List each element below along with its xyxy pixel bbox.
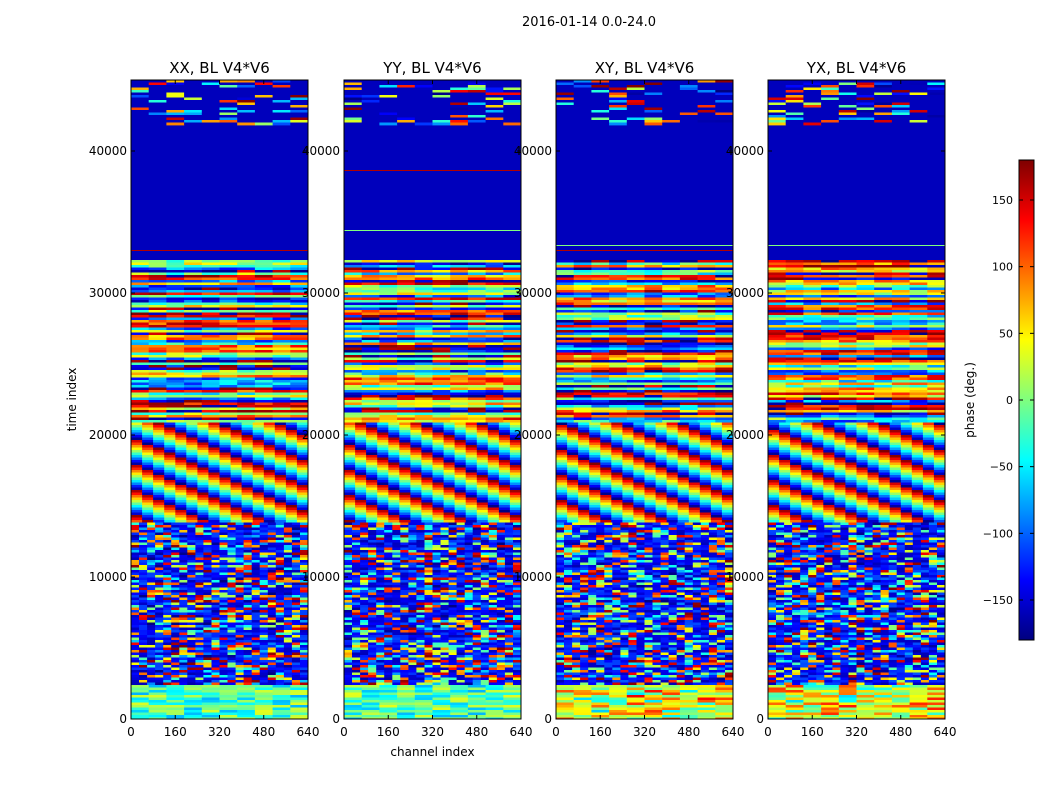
x-tick-label: 320: [845, 725, 868, 739]
figure-suptitle: 2016-01-14 0.0-24.0: [522, 15, 656, 30]
heatmap-image: [344, 80, 521, 719]
y-tick-label: 0: [119, 712, 127, 726]
y-tick-label: 10000: [514, 570, 552, 584]
x-tick-label: 160: [589, 725, 612, 739]
heatmap-image: [556, 80, 733, 719]
y-tick-label: 20000: [302, 428, 340, 442]
x-tick-label: 480: [465, 725, 488, 739]
colorbar-label: phase (deg.): [963, 362, 977, 438]
y-tick-label: 40000: [726, 144, 764, 158]
colorbar-tick-label: −50: [990, 461, 1013, 474]
y-tick-label: 30000: [514, 286, 552, 300]
heatmap-panel-yy: YY, BL V4*V6 0 160 320 480 640 0 10000 20000 3000…: [302, 59, 533, 759]
y-tick-label: 30000: [89, 286, 127, 300]
colorbar-tick-label: 100: [992, 261, 1013, 274]
colorbar-tick-label: −150: [983, 594, 1013, 607]
heatmap-panel-xy: XY, BL V4*V6 0 160 320 480 640 0 10000 20000 3000…: [514, 59, 745, 739]
x-tick-label: 480: [677, 725, 700, 739]
y-tick-label: 10000: [726, 570, 764, 584]
x-tick-label: 640: [297, 725, 320, 739]
x-tick-label: 320: [633, 725, 656, 739]
colorbar-gradient: [1019, 160, 1034, 640]
panel-title: XY, BL V4*V6: [595, 59, 695, 77]
y-tick-label: 10000: [302, 570, 340, 584]
panel-title: XX, BL V4*V6: [169, 59, 270, 77]
x-tick-label: 0: [340, 725, 348, 739]
colorbar-tick-label: 150: [992, 194, 1013, 207]
x-tick-label: 0: [764, 725, 772, 739]
colorbar-tick-label: 0: [1006, 394, 1013, 407]
y-tick-label: 30000: [302, 286, 340, 300]
colorbar-tick-label: −100: [983, 527, 1013, 540]
x-tick-label: 320: [421, 725, 444, 739]
x-tick-label: 160: [801, 725, 824, 739]
y-tick-label: 20000: [514, 428, 552, 442]
x-tick-label: 480: [889, 725, 912, 739]
x-tick-label: 160: [377, 725, 400, 739]
panel-title: YY, BL V4*V6: [382, 59, 481, 77]
y-axis-label: time index: [65, 368, 79, 432]
y-tick-label: 40000: [302, 144, 340, 158]
heatmap-image: [131, 80, 308, 719]
y-tick-label: 20000: [89, 428, 127, 442]
colorbar: −150 −100 −50 0 50 100 150 phase (deg.): [963, 159, 1035, 641]
heatmap-panel-xx: XX, BL V4*V6 0 160 320 480 640 0 10000 20000 3000…: [65, 59, 319, 739]
y-tick-label: 40000: [89, 144, 127, 158]
y-tick-label: 0: [332, 712, 340, 726]
y-tick-label: 0: [756, 712, 764, 726]
y-tick-label: 0: [544, 712, 552, 726]
x-tick-label: 320: [208, 725, 231, 739]
x-tick-label: 160: [164, 725, 187, 739]
x-tick-label: 0: [552, 725, 560, 739]
y-tick-label: 20000: [726, 428, 764, 442]
x-axis-label: channel index: [390, 745, 474, 759]
y-tick-label: 30000: [726, 286, 764, 300]
colorbar-tick-label: 50: [999, 327, 1013, 340]
x-tick-label: 640: [510, 725, 533, 739]
heatmap-panels: XX, BL V4*V6 0 160 320 480 640 0 10000 20000 3000…: [65, 59, 956, 759]
y-tick-label: 40000: [514, 144, 552, 158]
x-tick-label: 480: [252, 725, 275, 739]
heatmap-panel-yx: YX, BL V4*V6 0 160 320 480 640 0 10000 20000 3000…: [726, 59, 957, 739]
x-tick-label: 640: [934, 725, 957, 739]
panel-title: YX, BL V4*V6: [806, 59, 907, 77]
x-tick-label: 640: [722, 725, 745, 739]
heatmap-image: [768, 80, 945, 719]
x-tick-label: 0: [127, 725, 135, 739]
y-tick-label: 10000: [89, 570, 127, 584]
